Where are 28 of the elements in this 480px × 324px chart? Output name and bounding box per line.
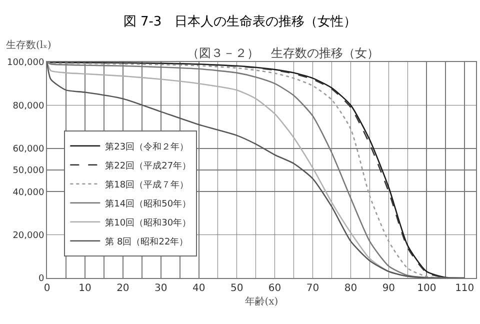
x-tick-label: 100 xyxy=(417,283,436,294)
x-tick-label: 70 xyxy=(306,283,320,294)
y-tick-label: 60,000 xyxy=(12,144,44,155)
legend-label: 第10回（昭和30年） xyxy=(105,217,192,228)
x-tick-label: 40 xyxy=(192,283,206,294)
y-tick-label: 80,000 xyxy=(12,101,44,112)
x-tick-label: 60 xyxy=(268,283,282,294)
legend-label: 第22回（平成27年） xyxy=(105,160,192,172)
x-tick-label: 80 xyxy=(344,283,358,294)
y-tick-label: 100,000 xyxy=(6,58,44,68)
legend-label: 第14回（昭和50年） xyxy=(105,198,192,210)
legend-label: 第18回（平成７年） xyxy=(105,179,189,190)
x-tick-label: 10 xyxy=(78,283,92,294)
x-tick-label: 50 xyxy=(230,283,244,294)
y-axis-title: 生存数(lₓ) xyxy=(6,39,52,51)
y-tick-label: 20,000 xyxy=(12,230,44,241)
legend-label: 第23回（令和２年） xyxy=(105,141,189,152)
chart-subtitle: （図３－２） 生存数の推移（女） xyxy=(187,46,379,60)
x-tick-label: 110 xyxy=(455,283,474,294)
chart-title: 図 7-3 日本人の生命表の推移（女性） xyxy=(123,14,357,30)
x-tick-label: 90 xyxy=(382,283,396,294)
legend-label: 第 8回（昭和22年） xyxy=(105,236,188,248)
y-tick-label: 40,000 xyxy=(12,188,44,198)
x-axis-title: 年齢(x) xyxy=(244,296,278,308)
x-tick-label: 20 xyxy=(116,283,130,294)
y-tick-label: 50,000 xyxy=(12,166,44,176)
y-tick-label: 0 xyxy=(38,274,44,284)
x-tick-label: 30 xyxy=(154,283,168,294)
